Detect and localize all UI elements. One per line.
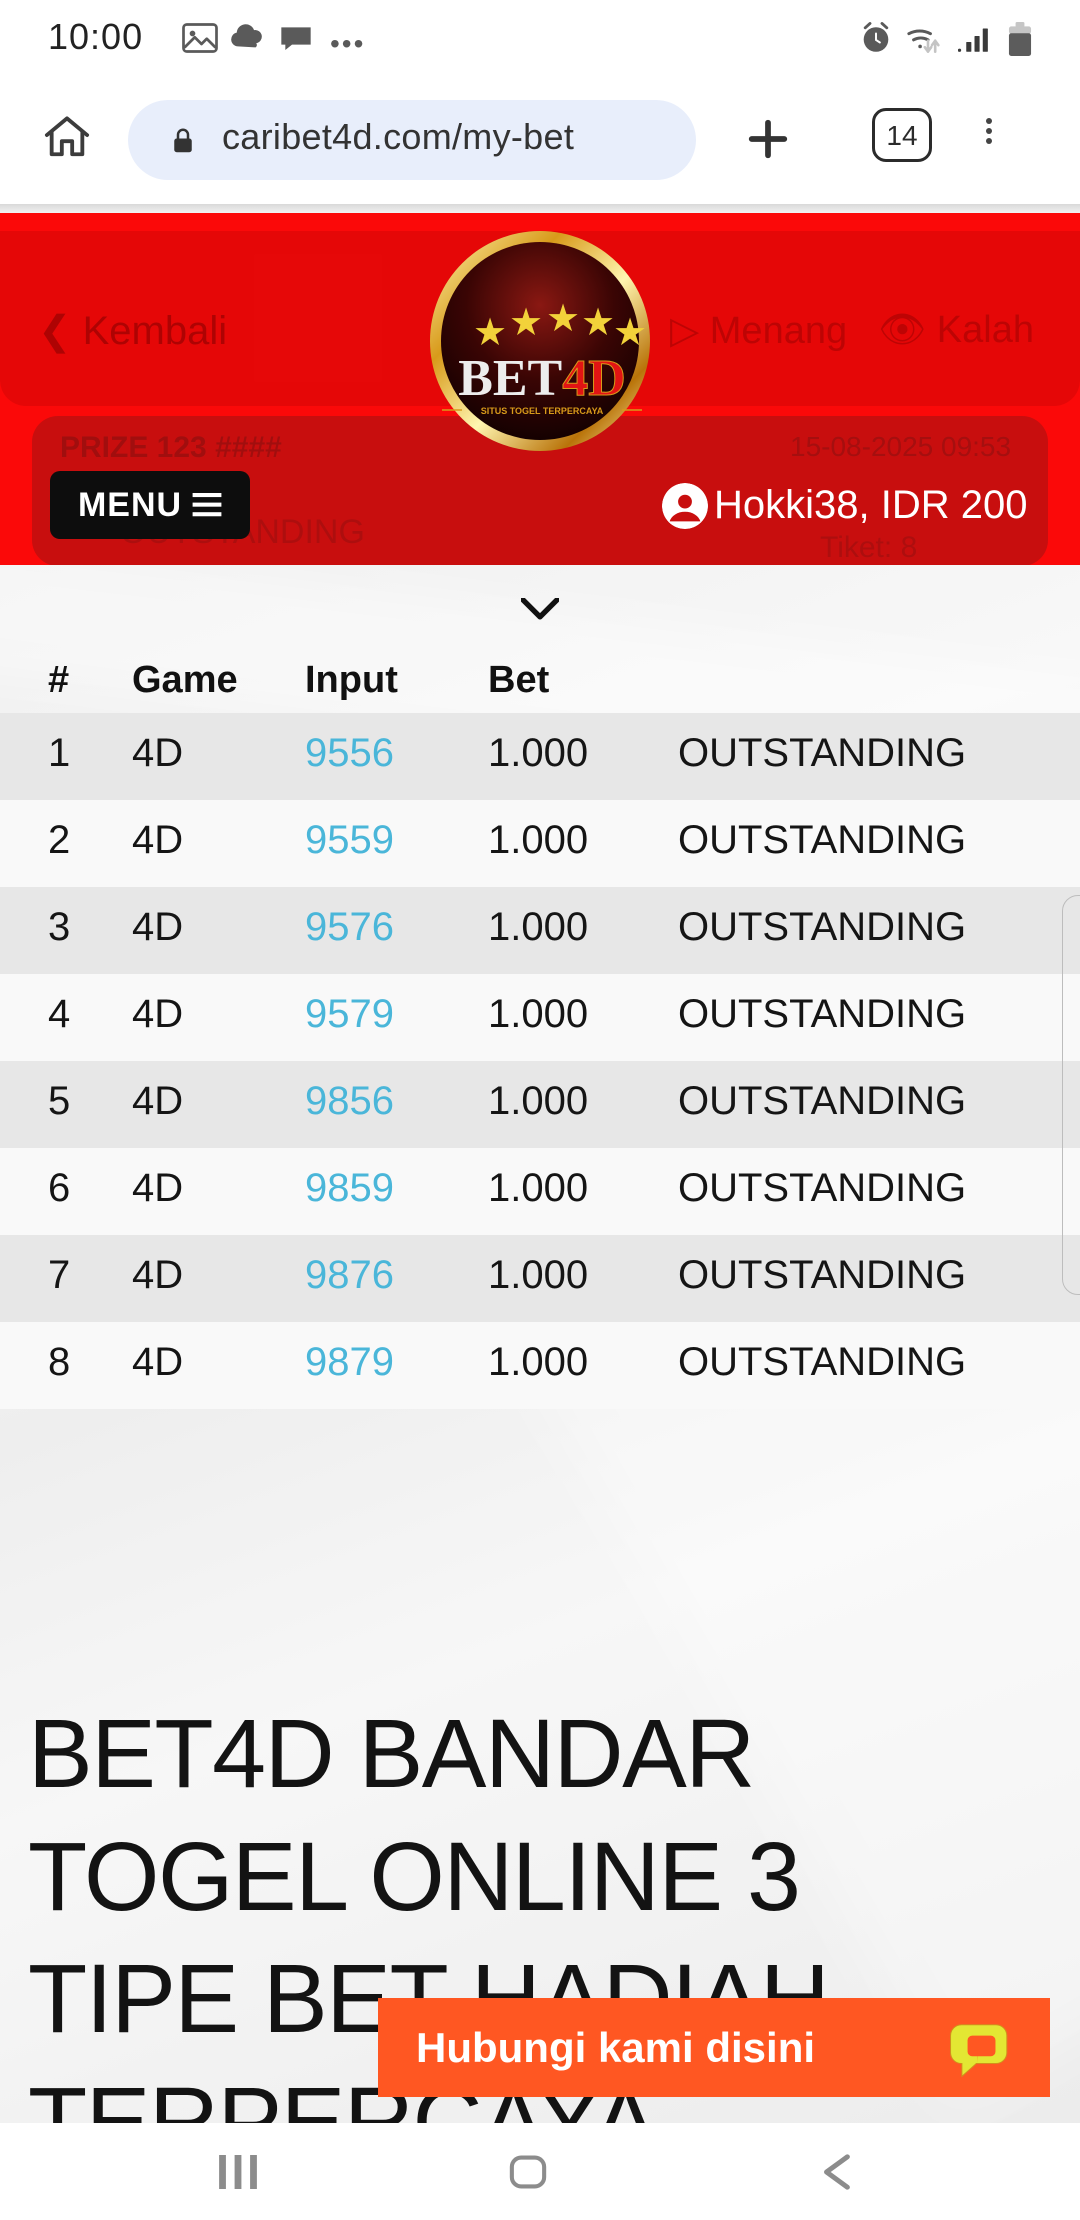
svg-text:★: ★: [546, 298, 580, 340]
svg-text:★: ★: [509, 302, 543, 344]
svg-text:SITUS TOGEL TERPERCAYA: SITUS TOGEL TERPERCAYA: [481, 406, 604, 416]
svg-text:★: ★: [473, 312, 507, 354]
svg-text:★: ★: [613, 312, 647, 354]
svg-text:★: ★: [581, 302, 615, 344]
svg-text:BET4D: BET4D: [458, 350, 626, 407]
